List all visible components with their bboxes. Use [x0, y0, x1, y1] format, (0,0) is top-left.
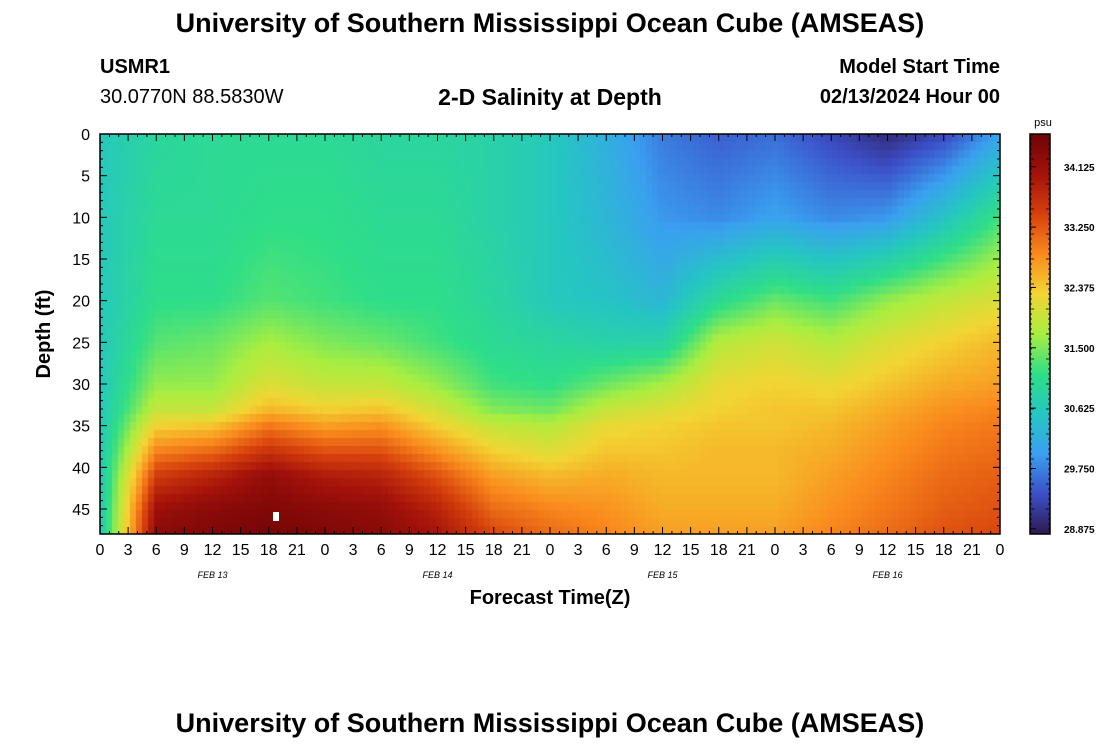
y-tick-label: 30	[72, 377, 90, 394]
x-tick-label: 9	[405, 542, 414, 559]
y-tick-label: 45	[72, 502, 90, 519]
model-start-label: Model Start Time	[839, 56, 1000, 78]
x-tick-label: 0	[771, 542, 780, 559]
x-tick-label: 9	[630, 542, 639, 559]
x-tick-label: 12	[204, 542, 222, 559]
x-tick-label: 18	[485, 542, 503, 559]
page-title: University of Southern Mississippi Ocean…	[175, 8, 925, 38]
x-tick-label: 0	[546, 542, 555, 559]
x-tick-label: 0	[996, 542, 1005, 559]
x-tick-label: 12	[429, 542, 447, 559]
colorbar-tick-label: 28.875	[1064, 525, 1095, 536]
x-tick-label: 21	[738, 542, 756, 559]
x-tick-label: 12	[879, 542, 897, 559]
colorbar-tick-label: 33.250	[1064, 223, 1095, 234]
station-id: USMR1	[100, 56, 171, 78]
x-tick-label: 15	[457, 542, 475, 559]
white-marker	[273, 512, 279, 521]
x-tick-label: 9	[180, 542, 189, 559]
x-tick-label: 15	[682, 542, 700, 559]
colorbar-unit: psu	[1034, 117, 1052, 129]
x-tick-label: 3	[799, 542, 808, 559]
date-label: FEB 15	[647, 570, 678, 580]
x-tick-label: 0	[96, 542, 105, 559]
salinity-chart: 0 3 6 9 12 15 18 21 0 3 6 9 12 15 18 21 0 3 6 9 12 15 18 21 0 3 6 9…	[33, 117, 1095, 609]
y-tick-label: 5	[81, 169, 90, 186]
colorbar-tick-label: 31.500	[1064, 344, 1095, 355]
x-tick-label: 18	[710, 542, 728, 559]
colorbar-tick-label: 29.750	[1064, 464, 1095, 475]
x-tick-label: 15	[232, 542, 250, 559]
heatmap-plot-area	[100, 134, 1000, 534]
date-label: FEB 14	[422, 570, 452, 580]
x-tick-label: 15	[907, 542, 925, 559]
x-tick-label: 6	[602, 542, 611, 559]
station-coordinates: 30.0770N 88.5830W	[100, 86, 284, 108]
x-tick-label: 3	[349, 542, 358, 559]
chart-subtitle: 2-D Salinity at Depth	[438, 84, 662, 110]
x-tick-label: 21	[513, 542, 531, 559]
x-tick-label: 3	[124, 542, 133, 559]
x-tick-label: 0	[321, 542, 330, 559]
x-tick-label: 21	[963, 542, 981, 559]
x-tick-label: 3	[574, 542, 583, 559]
x-tick-label: 21	[288, 542, 306, 559]
x-tick-label: 18	[260, 542, 278, 559]
date-label: FEB 13	[197, 570, 227, 580]
x-tick-label: 18	[935, 542, 953, 559]
y-tick-label: 15	[72, 252, 90, 269]
footer-title: University of Southern Mississippi Ocean…	[175, 708, 925, 738]
model-start-value: 02/13/2024 Hour 00	[819, 86, 1000, 108]
y-tick-label: 0	[81, 127, 90, 144]
x-tick-label: 6	[827, 542, 836, 559]
x-axis-label: Forecast Time(Z)	[470, 587, 631, 609]
y-tick-label: 25	[72, 335, 90, 352]
y-tick-label: 35	[72, 419, 90, 436]
x-tick-label: 6	[152, 542, 161, 559]
y-axis-label: Depth (ft)	[33, 290, 55, 379]
x-tick-label: 9	[855, 542, 864, 559]
colorbar-tick-label: 32.375	[1064, 283, 1095, 294]
y-tick-label: 10	[72, 210, 90, 227]
y-tick-label: 20	[72, 294, 90, 311]
x-tick-label: 12	[654, 542, 672, 559]
colorbar-tick-label: 30.625	[1064, 404, 1095, 415]
colorbar-tick-label: 34.125	[1064, 163, 1095, 174]
x-tick-label: 6	[377, 542, 386, 559]
y-tick-label: 40	[72, 460, 90, 477]
date-label: FEB 16	[872, 570, 902, 580]
